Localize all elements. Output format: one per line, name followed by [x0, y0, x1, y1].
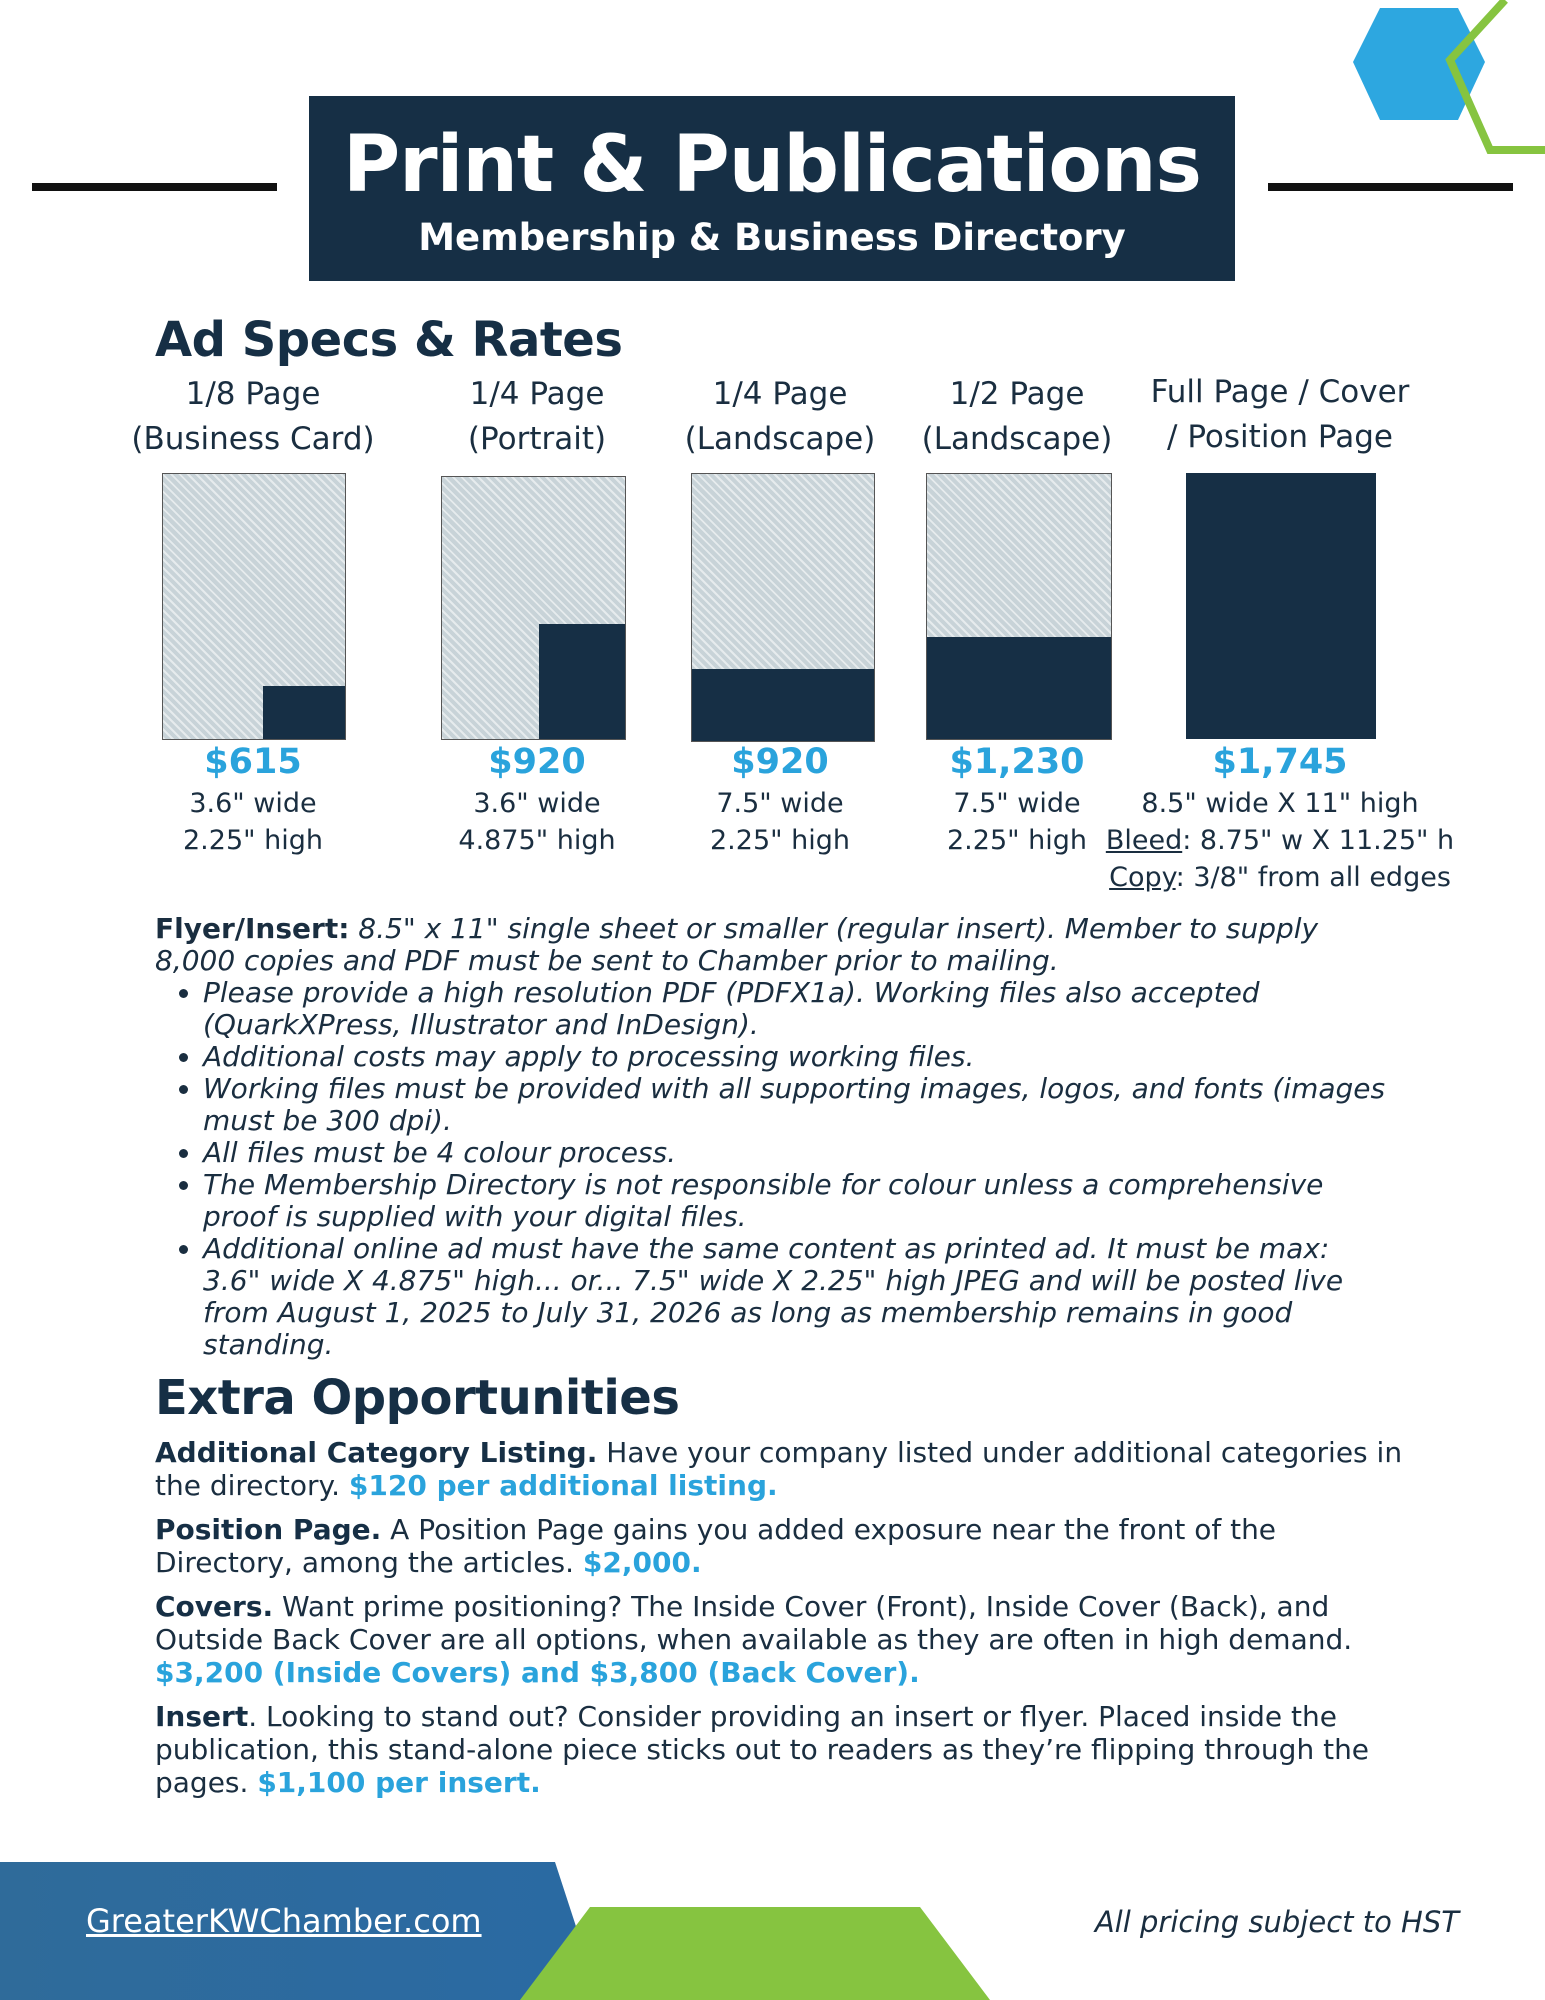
dims-quarter-landscape: 7.5" wide 2.25" high — [710, 788, 850, 856]
list-item: Additional costs may apply to processing… — [203, 1041, 1395, 1073]
price-half-landscape: $1,230 — [949, 742, 1085, 782]
page-title: Print & Publications — [343, 120, 1202, 210]
price-quarter-portrait: $920 — [488, 742, 586, 782]
ad-diagram-half-landscape — [926, 473, 1112, 740]
list-item: All files must be 4 colour process. — [203, 1137, 1395, 1169]
ad-label-quarter-portrait: 1/4 Page (Portrait) — [467, 376, 607, 457]
ad-diagram-eighth — [162, 473, 346, 740]
ad-area-eighth — [263, 686, 345, 739]
hst-note: All pricing subject to HST — [1094, 1905, 1459, 1939]
ad-area-half-landscape — [927, 637, 1111, 739]
dims-quarter-portrait: 3.6" wide 4.875" high — [458, 788, 616, 856]
price-full-page: $1,745 — [1212, 742, 1348, 782]
extra-item-position-page: Position Page. A Position Page gains you… — [155, 1513, 1277, 1579]
right-header-rule — [1268, 183, 1513, 191]
extra-item-category: Additional Category Listing. Have your c… — [155, 1436, 1403, 1502]
footer-green-band — [520, 1907, 990, 2000]
ad-diagram-quarter-portrait — [441, 476, 626, 740]
flyer-label: Flyer/Insert: — [155, 912, 350, 945]
ad-label-eighth: 1/8 Page (Business Card) — [131, 376, 375, 457]
footer-blue-band — [0, 1862, 600, 2000]
website-link[interactable]: GreaterKWChamber.com — [86, 1902, 482, 1940]
ad-area-full-page — [1186, 473, 1376, 739]
ad-specs-heading: Ad Specs & Rates — [155, 312, 623, 368]
left-header-rule — [32, 183, 277, 191]
ad-diagram-quarter-landscape — [691, 473, 875, 742]
list-item: Working files must be provided with all … — [203, 1073, 1395, 1137]
price-eighth: $615 — [204, 742, 302, 782]
dims-full-page: 8.5" wide X 11" high Bleed: 8.75" w X 11… — [1105, 788, 1455, 893]
list-item: The Membership Directory is not responsi… — [203, 1169, 1395, 1233]
flyer-bullet-list: Please provide a high resolution PDF (PD… — [155, 977, 1395, 1361]
ad-area-quarter-landscape — [692, 669, 874, 741]
hexagon-logo-icon — [1353, 0, 1545, 154]
price-quarter-landscape: $920 — [731, 742, 829, 782]
extra-opportunities-heading: Extra Opportunities — [155, 1370, 680, 1426]
ad-label-quarter-landscape: 1/4 Page (Landscape) — [684, 376, 876, 457]
list-item: Please provide a high resolution PDF (PD… — [203, 977, 1395, 1041]
ad-label-half-landscape: 1/2 Page (Landscape) — [921, 376, 1113, 457]
extra-item-covers: Covers. Want prime positioning? The Insi… — [155, 1590, 1353, 1689]
flyer-insert-section: Flyer/Insert: 8.5" x 11" single sheet or… — [155, 913, 1395, 1361]
dims-eighth: 3.6" wide 2.25" high — [183, 788, 323, 856]
title-banner: Print & Publications Membership & Busine… — [309, 96, 1235, 281]
page-subtitle: Membership & Business Directory — [418, 216, 1126, 259]
dims-half-landscape: 7.5" wide 2.25" high — [947, 788, 1087, 856]
extra-item-insert: Insert. Looking to stand out? Consider p… — [155, 1700, 1370, 1799]
flyer-text: 8.5" x 11" single sheet or smaller (regu… — [155, 912, 1319, 977]
list-item: Additional online ad must have the same … — [203, 1233, 1395, 1361]
ad-label-full-page: Full Page / Cover / Position Page — [1150, 374, 1410, 455]
ad-area-quarter-portrait — [539, 624, 625, 739]
